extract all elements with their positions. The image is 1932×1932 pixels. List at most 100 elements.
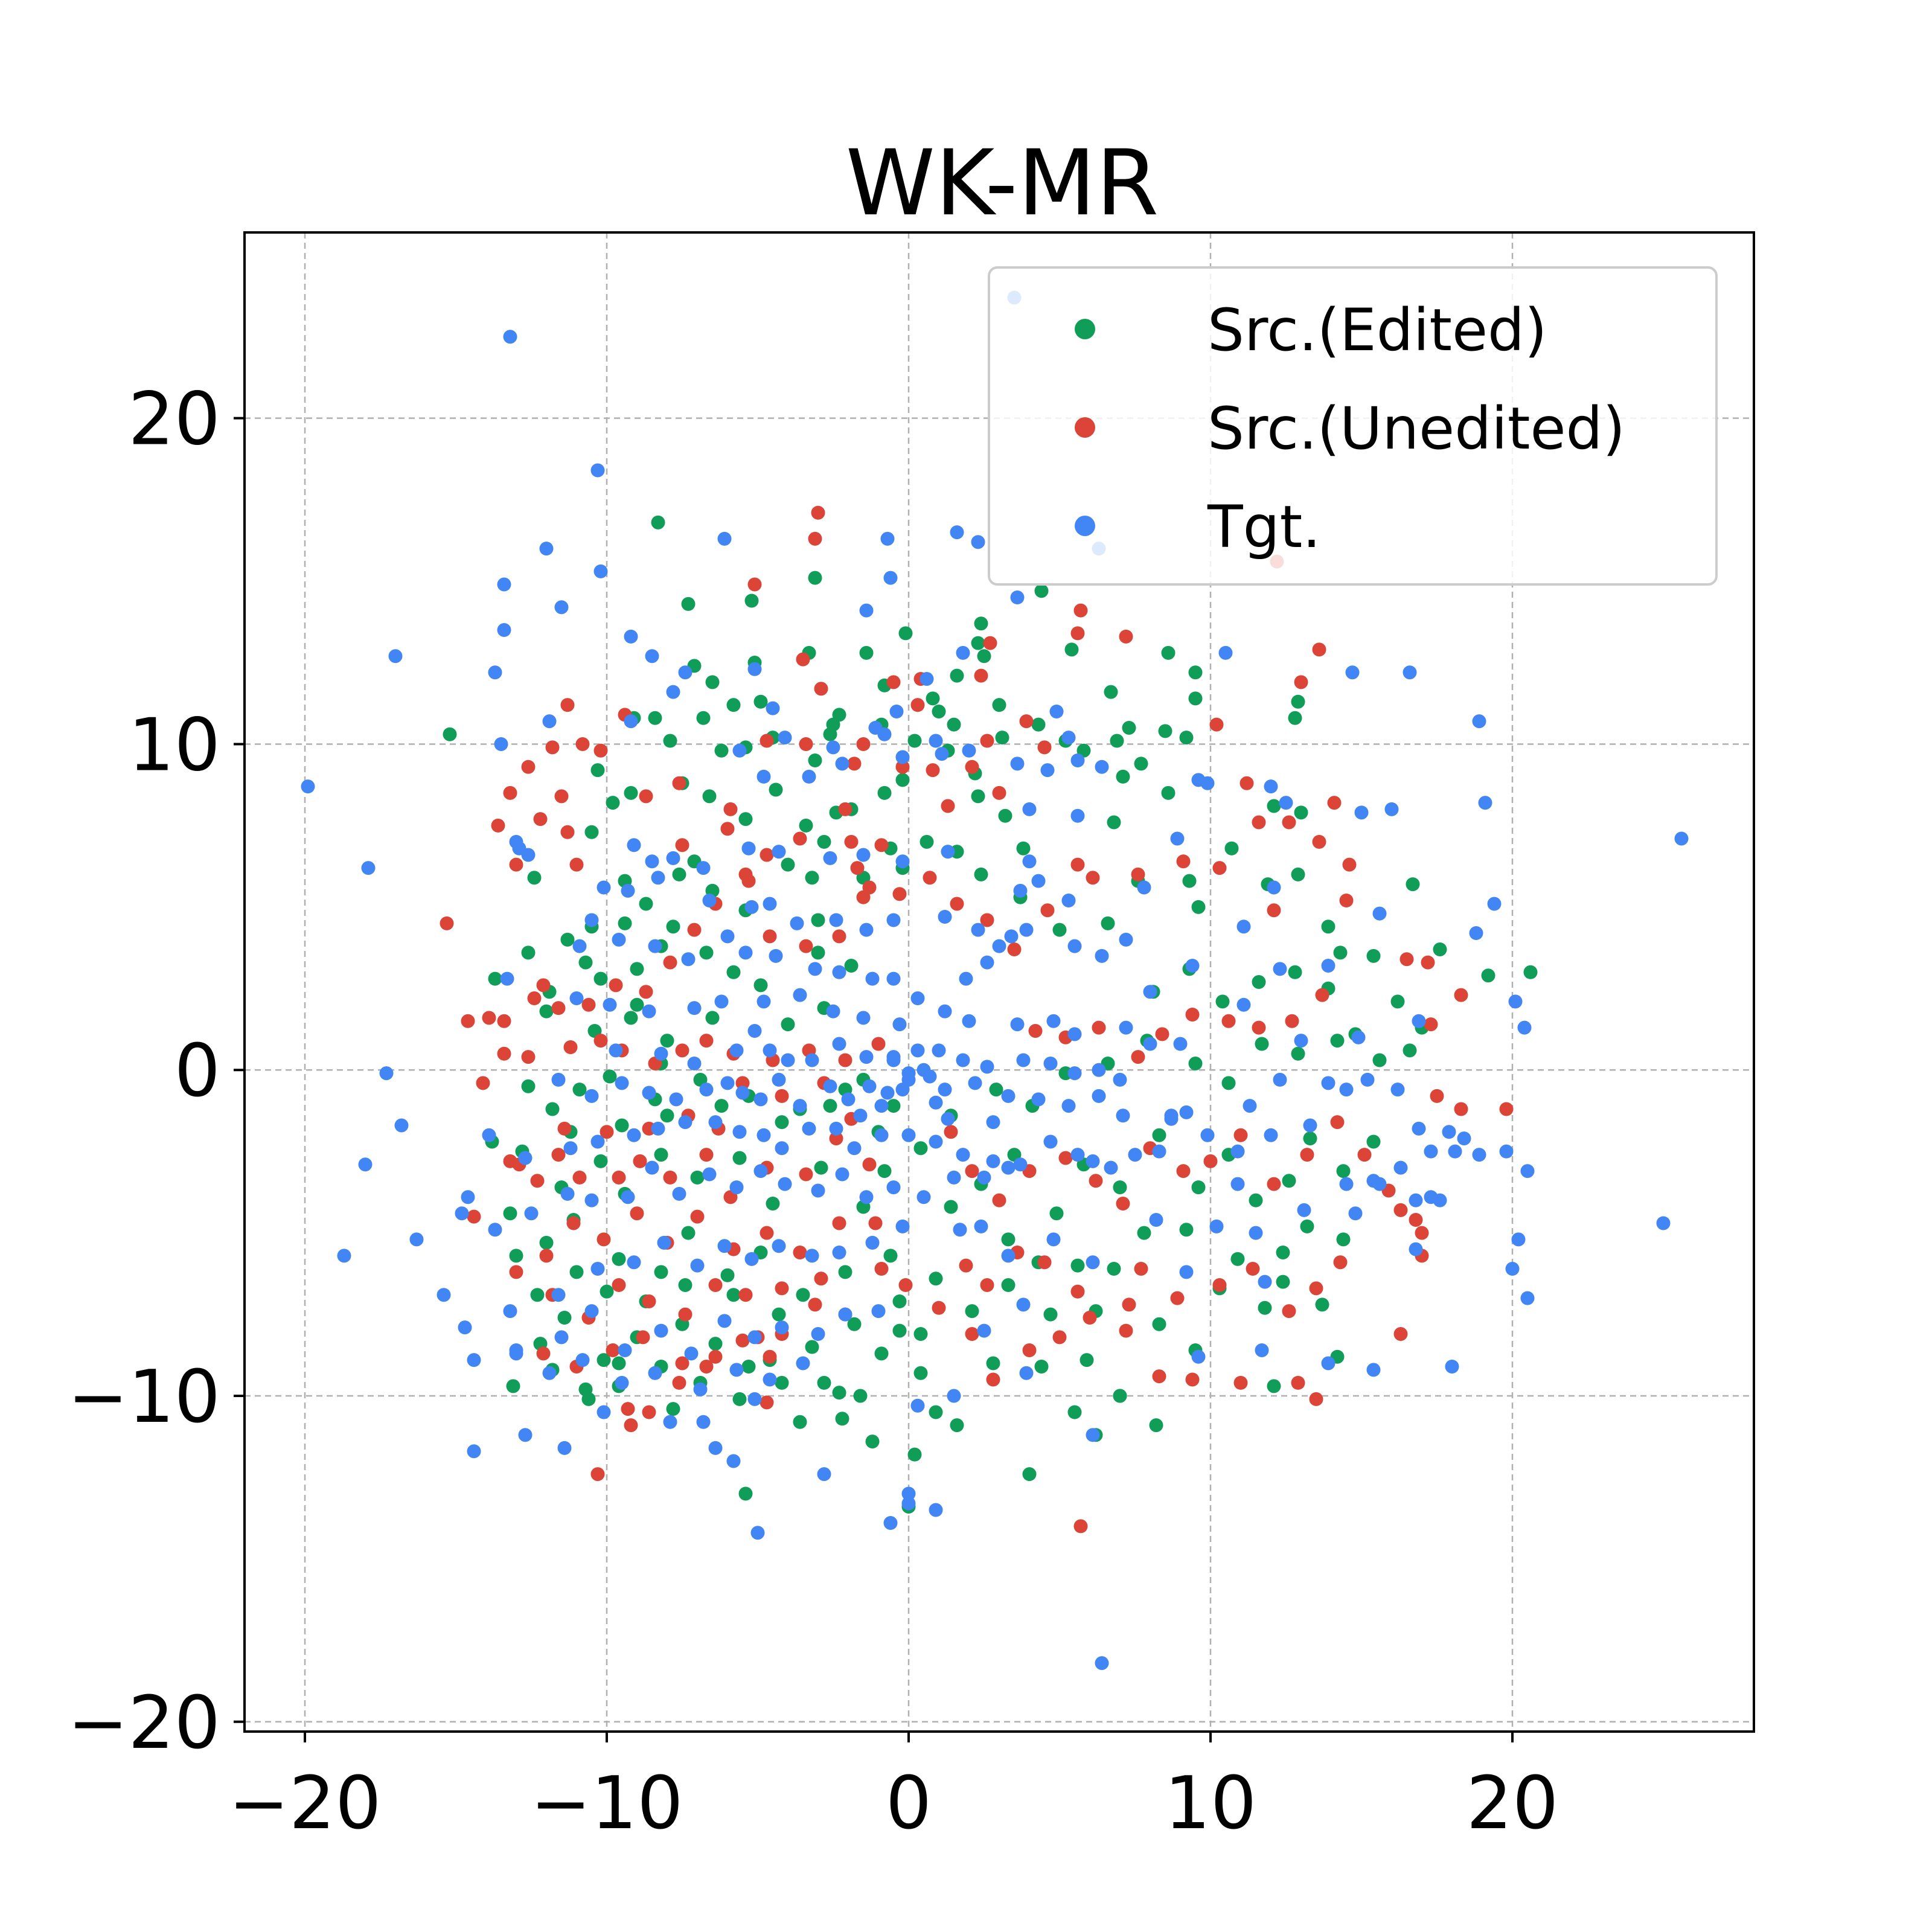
data-point (1276, 1275, 1290, 1289)
data-point (1179, 1105, 1194, 1119)
data-point (874, 1128, 889, 1142)
data-point (1472, 1148, 1486, 1162)
data-point (1212, 1278, 1227, 1292)
data-point (1004, 929, 1019, 944)
data-point (524, 1206, 539, 1221)
data-point (977, 649, 991, 664)
data-point (826, 740, 840, 755)
data-point (1505, 1262, 1520, 1276)
data-point (551, 1001, 566, 1016)
data-point (1173, 1037, 1188, 1051)
data-point (738, 812, 753, 827)
data-point (651, 1121, 665, 1136)
data-point (929, 1095, 943, 1110)
data-point (1179, 1223, 1194, 1237)
data-point (651, 871, 665, 885)
data-point (560, 698, 575, 712)
data-point (578, 955, 593, 970)
data-point (772, 1239, 786, 1253)
data-point (615, 1375, 629, 1390)
data-point (726, 1454, 741, 1468)
data-point (1327, 796, 1342, 810)
data-point (1448, 1144, 1462, 1159)
x-tick-label: 0 (886, 1762, 932, 1846)
data-point (1149, 1213, 1163, 1227)
data-point (753, 694, 768, 709)
data-point (832, 1037, 846, 1051)
data-point (542, 1366, 557, 1380)
data-point (530, 1174, 545, 1188)
data-point (675, 1043, 689, 1058)
data-point (920, 672, 934, 686)
data-point (859, 1190, 874, 1204)
data-point (886, 1050, 901, 1064)
data-point (1424, 1017, 1438, 1032)
data-point (1089, 1174, 1103, 1188)
data-point (856, 1011, 871, 1025)
data-point (1336, 1164, 1351, 1179)
data-point (865, 1435, 880, 1449)
data-point (593, 564, 608, 578)
data-point (775, 1115, 789, 1130)
data-point (1086, 871, 1100, 885)
data-point (1022, 1343, 1037, 1357)
data-point (874, 838, 889, 852)
data-point (971, 535, 985, 549)
data-point (509, 857, 523, 872)
data-point (639, 789, 653, 804)
data-point (672, 1186, 686, 1201)
data-point (409, 1232, 424, 1247)
data-point (1176, 854, 1191, 869)
data-point (1185, 1007, 1200, 1022)
data-point (1107, 815, 1121, 830)
data-point (1200, 1128, 1215, 1142)
data-point (965, 1304, 979, 1319)
data-point (971, 636, 985, 650)
data-point (1083, 1310, 1097, 1325)
legend-label: Tgt. (1207, 493, 1321, 561)
data-point (741, 1359, 756, 1374)
x-tick-label: −10 (530, 1762, 683, 1846)
data-point (1279, 796, 1293, 810)
data-point (681, 1226, 696, 1240)
data-point (929, 1503, 943, 1517)
data-point (609, 978, 623, 993)
data-point (1267, 880, 1281, 895)
data-point (554, 1330, 569, 1345)
data-point (760, 1226, 774, 1240)
data-point (666, 920, 680, 934)
data-point (557, 1441, 572, 1455)
data-point (1321, 1356, 1335, 1371)
data-point (1674, 831, 1689, 846)
data-point (726, 1288, 741, 1302)
data-point (702, 1167, 717, 1182)
data-point (1086, 1154, 1100, 1168)
data-point (527, 991, 542, 1005)
data-point (832, 1246, 846, 1260)
data-point (569, 857, 584, 872)
data-point (1333, 945, 1348, 960)
data-point (929, 1134, 943, 1149)
data-point (832, 1216, 846, 1230)
data-point (832, 1386, 846, 1400)
data-point (663, 955, 677, 970)
data-point (944, 1125, 958, 1139)
data-point (817, 834, 831, 849)
data-point (702, 894, 717, 908)
data-point (1282, 815, 1296, 830)
data-point (898, 626, 913, 641)
data-point (1351, 1030, 1366, 1044)
data-point (669, 1092, 683, 1107)
data-point (926, 763, 940, 778)
data-point (1070, 1258, 1085, 1273)
data-point (910, 698, 925, 712)
data-point (361, 861, 376, 875)
data-point (624, 1011, 638, 1025)
data-point (1001, 1232, 1016, 1247)
data-point (738, 1288, 753, 1302)
data-point (883, 571, 898, 585)
data-point (956, 1148, 970, 1162)
data-point (645, 649, 659, 664)
data-points (301, 290, 1689, 1671)
data-point (1487, 897, 1502, 911)
